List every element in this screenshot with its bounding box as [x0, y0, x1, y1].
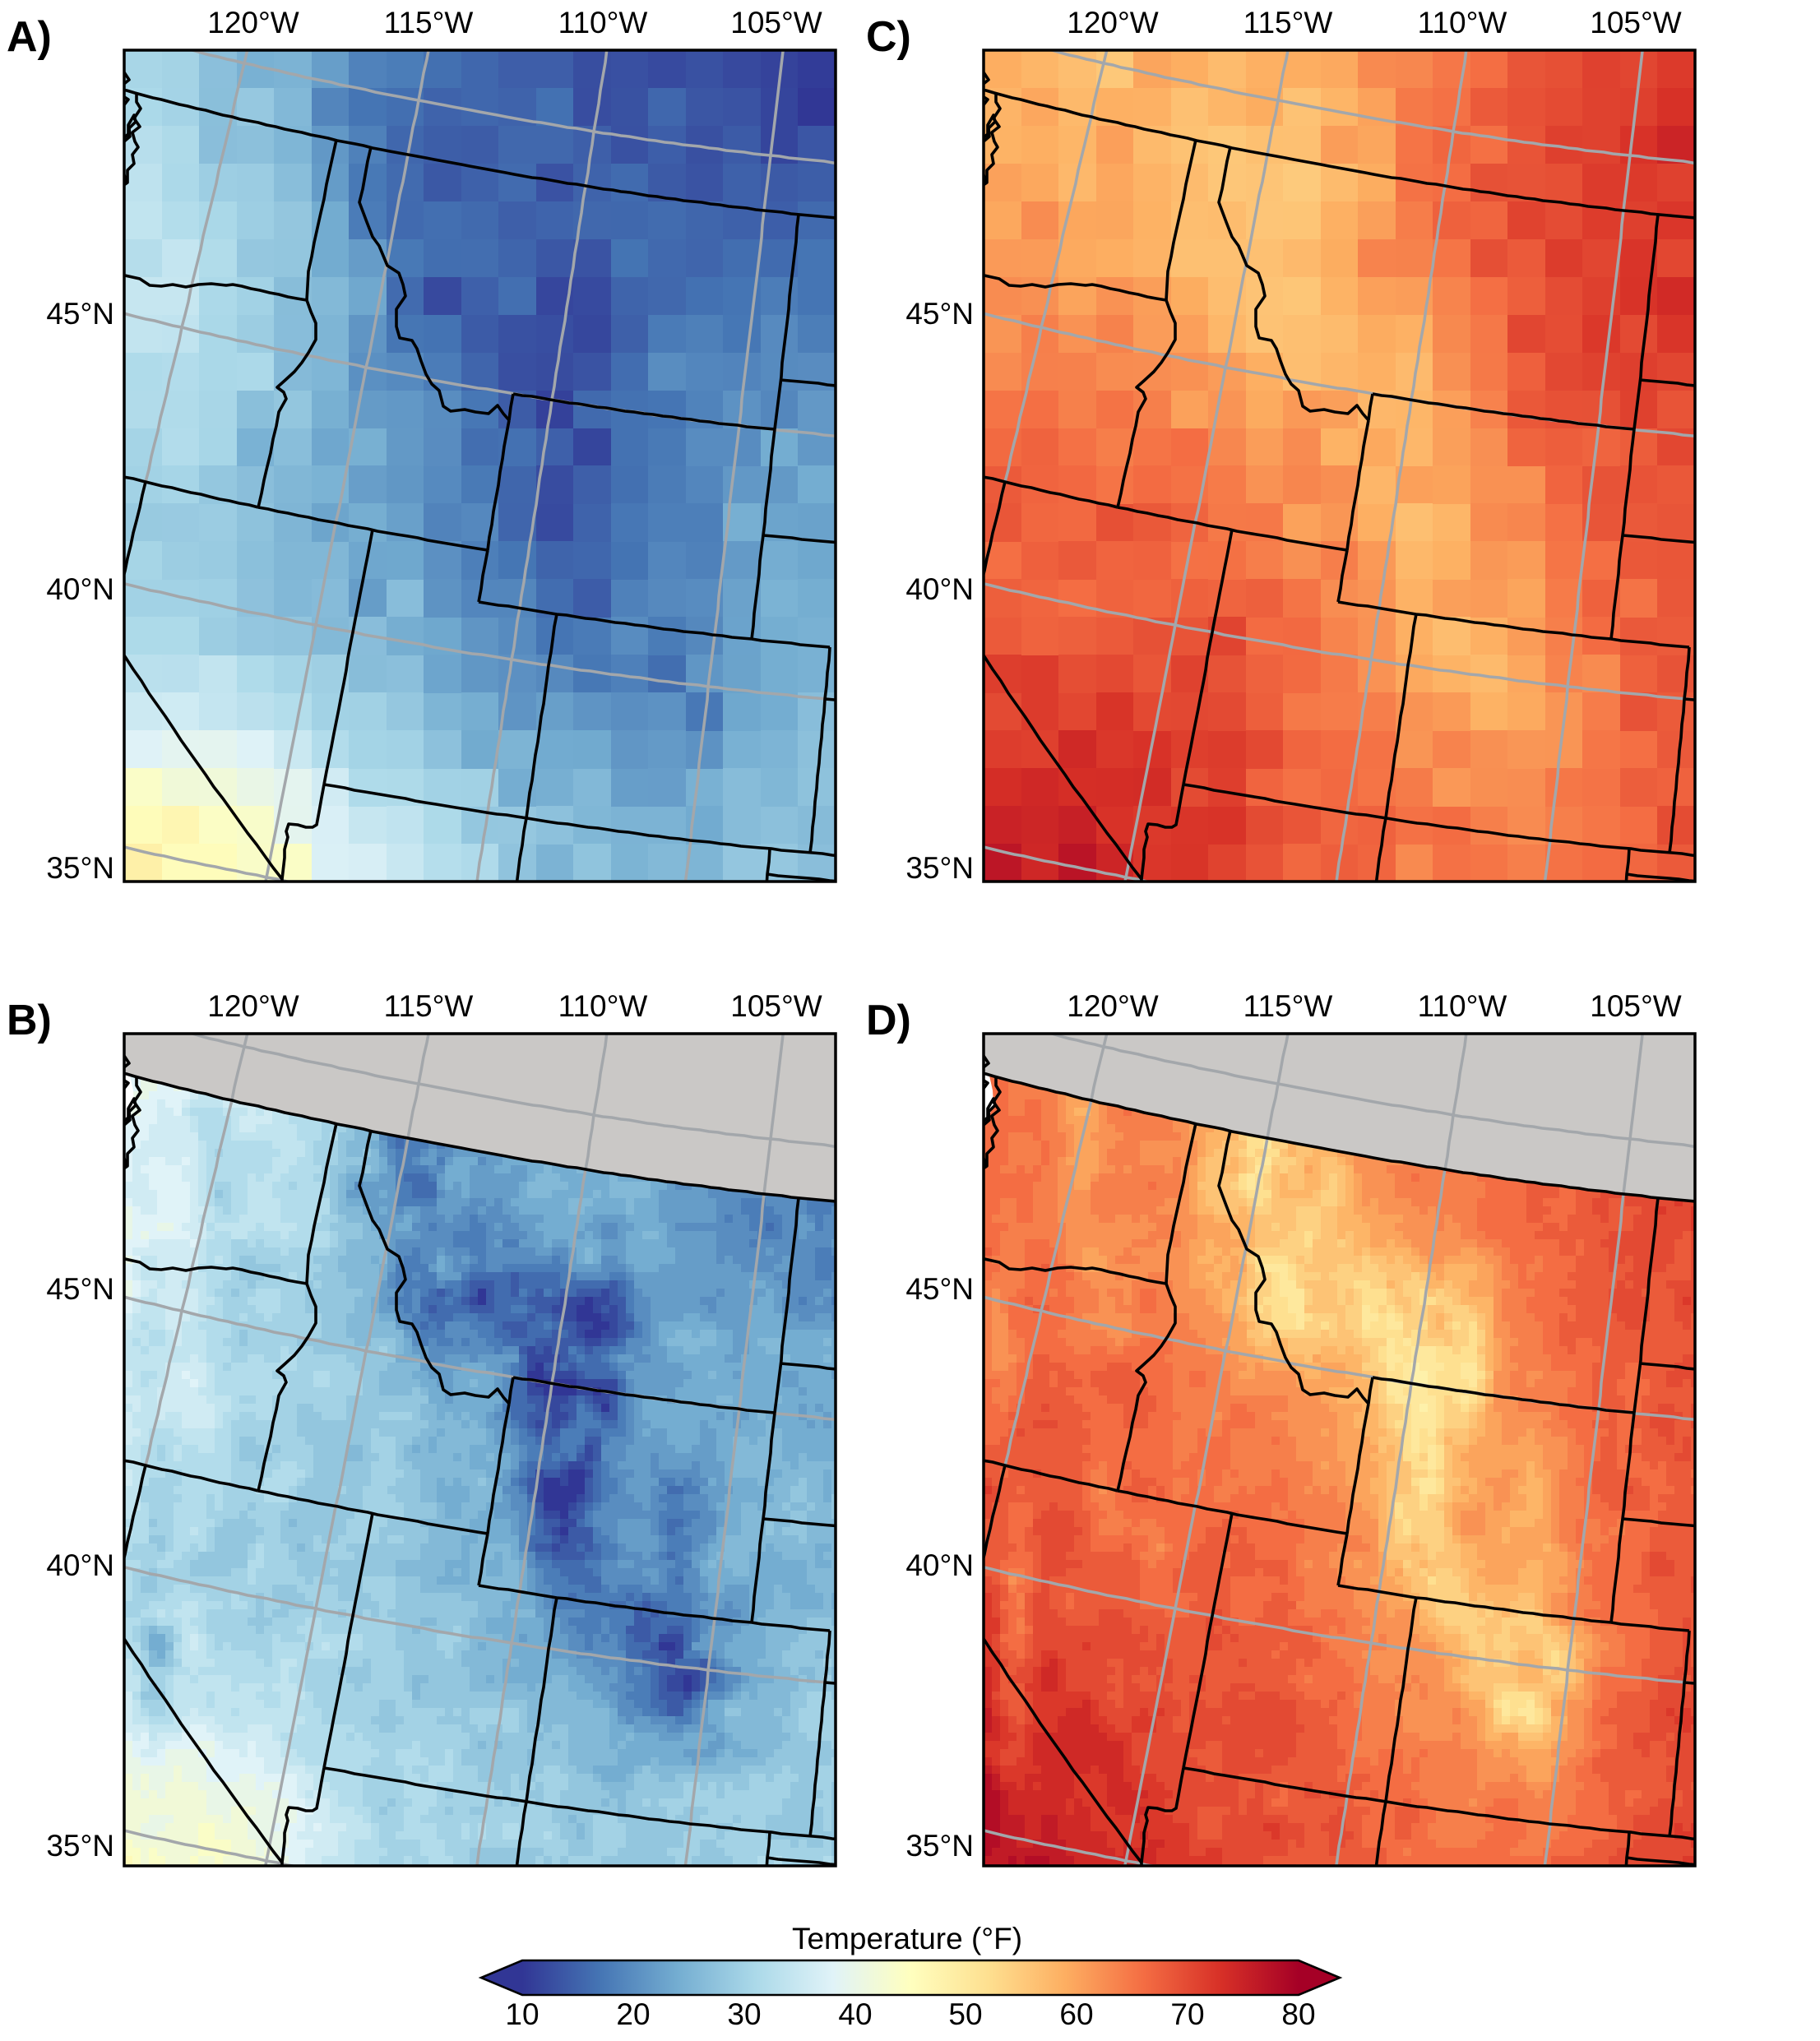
svg-text:Temperature (°F): Temperature (°F)	[792, 1922, 1022, 1955]
svg-text:10: 10	[505, 1997, 539, 2031]
svg-text:110°W: 110°W	[1418, 989, 1507, 1023]
svg-text:C): C)	[866, 13, 911, 61]
svg-text:120°W: 120°W	[1067, 989, 1159, 1023]
svg-text:45°N: 45°N	[905, 297, 974, 331]
svg-text:35°N: 35°N	[905, 1829, 974, 1863]
svg-text:110°W: 110°W	[558, 6, 648, 39]
svg-text:35°N: 35°N	[46, 851, 114, 885]
svg-text:35°N: 35°N	[905, 851, 974, 885]
svg-text:105°W: 105°W	[1590, 989, 1682, 1023]
svg-text:45°N: 45°N	[905, 1272, 974, 1306]
svg-text:30: 30	[727, 1997, 761, 2031]
svg-text:D): D)	[866, 997, 911, 1044]
svg-text:40°N: 40°N	[46, 572, 114, 606]
svg-text:60: 60	[1059, 1997, 1093, 2031]
svg-text:40°N: 40°N	[46, 1548, 114, 1582]
svg-text:120°W: 120°W	[207, 6, 299, 39]
svg-text:70: 70	[1170, 1997, 1204, 2031]
svg-text:40: 40	[838, 1997, 872, 2031]
svg-text:80: 80	[1281, 1997, 1315, 2031]
svg-text:105°W: 105°W	[730, 6, 822, 39]
svg-text:110°W: 110°W	[1418, 6, 1507, 39]
svg-text:B): B)	[7, 997, 52, 1044]
svg-text:35°N: 35°N	[46, 1829, 114, 1863]
svg-text:120°W: 120°W	[207, 989, 299, 1023]
svg-text:105°W: 105°W	[1590, 6, 1682, 39]
svg-text:50: 50	[948, 1997, 982, 2031]
svg-text:40°N: 40°N	[905, 572, 974, 606]
svg-text:115°W: 115°W	[384, 6, 474, 39]
svg-text:120°W: 120°W	[1067, 6, 1159, 39]
svg-text:45°N: 45°N	[46, 297, 114, 331]
svg-text:105°W: 105°W	[730, 989, 822, 1023]
svg-text:20: 20	[616, 1997, 650, 2031]
svg-text:115°W: 115°W	[384, 989, 474, 1023]
svg-text:45°N: 45°N	[46, 1272, 114, 1306]
svg-text:110°W: 110°W	[558, 989, 648, 1023]
svg-text:40°N: 40°N	[905, 1548, 974, 1582]
svg-text:115°W: 115°W	[1243, 6, 1333, 39]
svg-text:A): A)	[7, 13, 52, 61]
svg-text:115°W: 115°W	[1243, 989, 1333, 1023]
